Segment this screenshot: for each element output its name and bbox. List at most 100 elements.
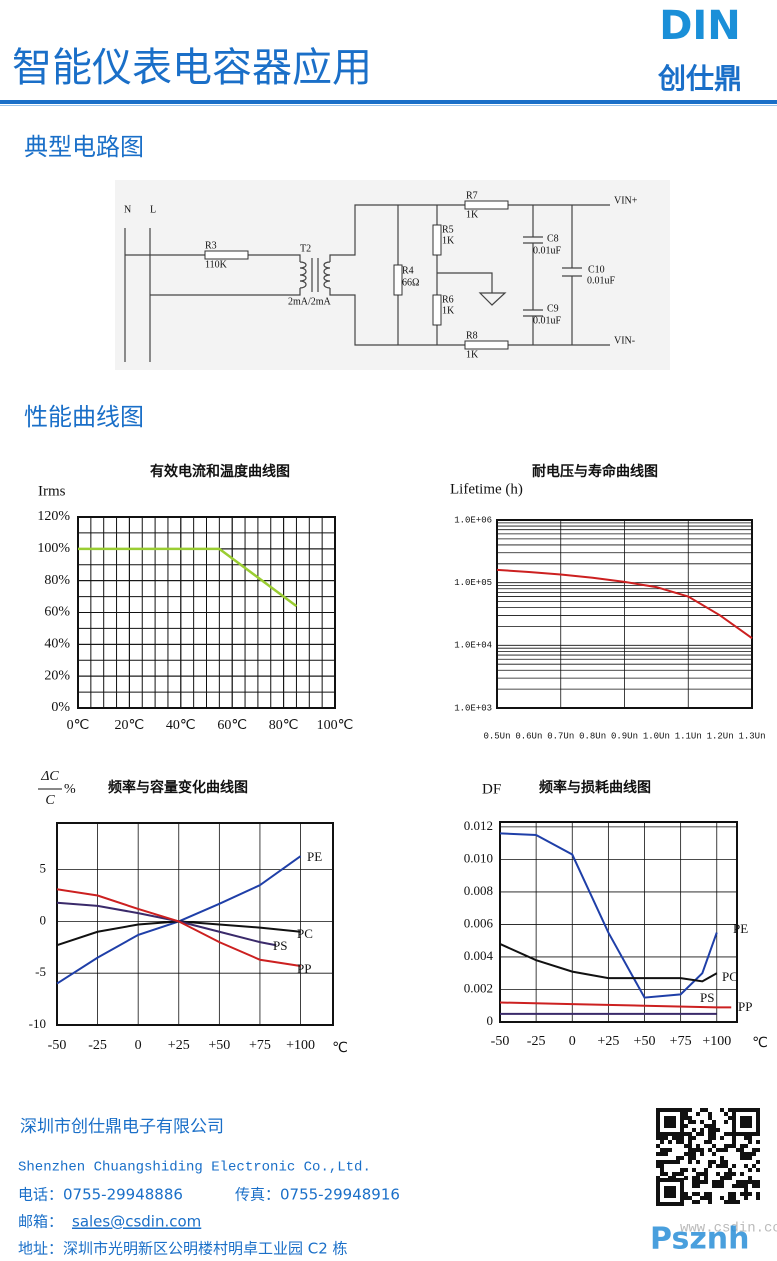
section-title: 典型电路图 <box>24 133 144 161</box>
qr-cell <box>664 1152 668 1156</box>
qr-cell <box>728 1172 732 1176</box>
resistor <box>204 250 249 260</box>
qr-cell <box>692 1184 696 1188</box>
qr-cell <box>692 1176 696 1180</box>
plot-frame <box>77 516 336 709</box>
circuit-label: C10 <box>588 264 605 275</box>
watermark: www.csdin.com <box>680 1221 777 1237</box>
ground <box>478 292 507 306</box>
qr-cell <box>688 1140 692 1144</box>
chart: 频率与损耗曲线图 DF ℃ 0 0.002 0.004 0.006 0.008 0.010 0.0… <box>464 779 768 1051</box>
x-tick-label: 0 <box>135 1038 142 1053</box>
qr-cell <box>744 1184 748 1188</box>
qr-cell <box>700 1108 704 1112</box>
series-label: PS <box>273 938 287 953</box>
y-tick-label: 1.0E+05 <box>454 578 492 588</box>
circuit-label: N <box>124 204 131 215</box>
circuit-label: T2 <box>300 243 311 254</box>
qr-cell <box>704 1176 708 1180</box>
qr-cell <box>748 1176 752 1180</box>
circuit-label: 110K <box>205 259 228 270</box>
series-line <box>56 888 301 967</box>
qr-cell <box>716 1148 720 1152</box>
qr-cell <box>716 1128 720 1132</box>
circuit-label: 1K <box>466 349 479 360</box>
y-tick-label: 0 <box>40 912 47 927</box>
qr-cell <box>664 1136 668 1140</box>
qr-cell <box>696 1176 700 1180</box>
qr-cell <box>680 1136 684 1140</box>
y-axis-label: DF <box>482 781 501 797</box>
qr-cell <box>684 1144 688 1148</box>
qr-cell <box>700 1120 704 1124</box>
qr-cell <box>744 1156 748 1160</box>
qr-cell <box>696 1144 700 1148</box>
series-label: PE <box>307 849 322 864</box>
company-en: Shenzhen Chuangshiding Electronic Co.,Lt… <box>18 1160 371 1176</box>
qr-cell <box>660 1136 664 1140</box>
qr-cell <box>752 1180 756 1184</box>
qr-cell <box>744 1136 748 1140</box>
qr-cell <box>732 1136 736 1140</box>
qr-cell <box>736 1148 740 1152</box>
y-tick-label: 20% <box>44 668 70 683</box>
y-axis-label: Irms <box>38 483 66 499</box>
qr-cell <box>684 1196 688 1200</box>
qr-cell <box>656 1160 660 1164</box>
circuit-label: 1K <box>466 209 479 220</box>
email: sales@csdin.com <box>72 1213 201 1231</box>
qr-cell <box>712 1124 716 1128</box>
capacitors <box>523 236 582 317</box>
qr-cell <box>656 1136 660 1140</box>
qr-finder <box>664 1116 676 1128</box>
y-tick-label: 1.0E+03 <box>454 703 492 713</box>
qr-cell <box>684 1168 688 1172</box>
qr-cell <box>752 1164 756 1168</box>
qr-cell <box>748 1136 752 1140</box>
resistor <box>432 224 442 256</box>
qr-cell <box>704 1196 708 1200</box>
qr-cell <box>708 1132 712 1136</box>
y-tick-label: -5 <box>35 964 46 979</box>
y-tick-label: 0.002 <box>464 980 493 995</box>
qr-cell <box>740 1152 744 1156</box>
qr-cell <box>696 1180 700 1184</box>
qr-cell <box>744 1164 748 1168</box>
circuit-label: L <box>150 204 156 215</box>
x-tick-label: -50 <box>491 1034 510 1049</box>
x-tick-label: +25 <box>168 1038 190 1053</box>
qr-cell <box>684 1192 688 1196</box>
circuit-label: C9 <box>547 303 559 314</box>
resistor <box>393 264 403 296</box>
x-tick-label: 0.6Un <box>515 731 542 741</box>
qr-cell <box>688 1132 692 1136</box>
circuit-label: 1K <box>442 235 455 246</box>
qr-cell <box>688 1196 692 1200</box>
qr-cell <box>700 1128 704 1132</box>
qr-cell <box>712 1136 716 1140</box>
qr-cell <box>748 1192 752 1196</box>
qr-cell <box>756 1196 760 1200</box>
qr-cell <box>672 1172 676 1176</box>
x-tick-label: 0℃ <box>67 718 90 733</box>
email-label: 邮箱： <box>18 1213 63 1231</box>
y-tick-label: 60% <box>44 605 70 620</box>
series-line <box>56 901 277 947</box>
chart-title: 频率与损耗曲线图 <box>539 779 651 796</box>
qr-cell <box>756 1184 760 1188</box>
qr-cell <box>748 1180 752 1184</box>
qr-cell <box>700 1180 704 1184</box>
plot-frame <box>56 822 334 1026</box>
qr-cell <box>740 1148 744 1152</box>
circuit-label: R5 <box>442 224 454 235</box>
y-tick-label: 40% <box>44 637 70 652</box>
qr-cell <box>728 1144 732 1148</box>
qr-cell <box>688 1156 692 1160</box>
qr-cell <box>732 1200 736 1204</box>
series-line <box>496 568 753 640</box>
qr-cell <box>676 1140 680 1144</box>
qr-cell <box>688 1144 692 1148</box>
qr-cell <box>756 1180 760 1184</box>
series-line <box>499 832 718 999</box>
